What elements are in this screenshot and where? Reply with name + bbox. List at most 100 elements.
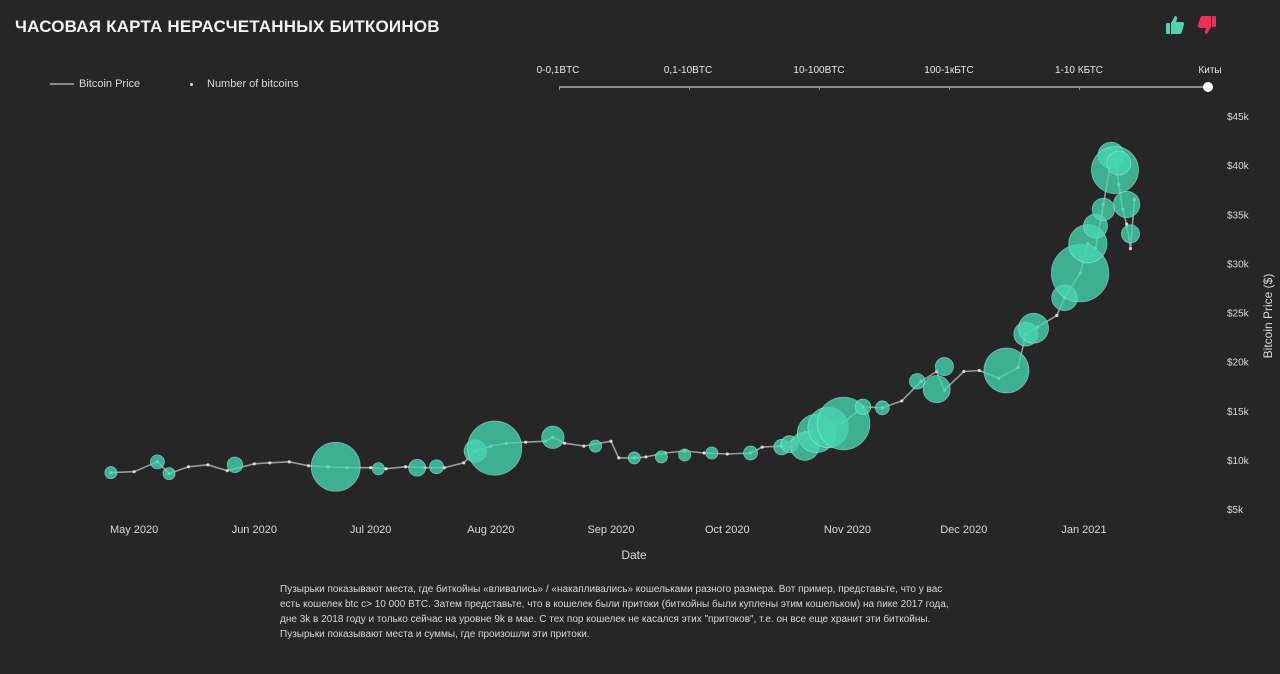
y-tick-label: $20k bbox=[1227, 358, 1250, 369]
wallet-filter-label-3[interactable]: 100-1кБТС bbox=[924, 65, 974, 76]
chart-description: Пузырьки показывают места, где биткойны … bbox=[280, 582, 1000, 642]
price-point bbox=[132, 470, 136, 474]
y-axis-label: Bitcoin Price ($) bbox=[1261, 274, 1275, 359]
price-point bbox=[186, 465, 191, 469]
bubble bbox=[310, 441, 361, 492]
description-line: дне 3k в 2018 году и только сейчас на ур… bbox=[280, 614, 931, 625]
x-tick-label: Jul 2020 bbox=[350, 524, 392, 536]
bubble bbox=[934, 357, 954, 377]
wallet-filter-track[interactable] bbox=[559, 86, 1208, 88]
x-tick-label: Dec 2020 bbox=[940, 524, 987, 536]
price-point bbox=[1125, 222, 1129, 226]
price-point bbox=[900, 399, 904, 403]
bubble bbox=[162, 467, 176, 481]
price-point bbox=[268, 461, 272, 465]
bubble bbox=[983, 347, 1030, 394]
wallet-filter-label-5[interactable]: Киты bbox=[1198, 65, 1222, 76]
price-point bbox=[562, 441, 567, 445]
wallet-filter-label-4[interactable]: 1-10 КБТС bbox=[1054, 65, 1104, 76]
wallet-filter-tick bbox=[819, 86, 820, 90]
wallet-filter-label-1[interactable]: 0,1-10BTC bbox=[663, 65, 713, 76]
wallet-filter-tick bbox=[559, 86, 560, 90]
price-point bbox=[609, 439, 613, 443]
legend-price-label: Bitcoin Price bbox=[79, 78, 141, 90]
y-tick-label: $45k bbox=[1227, 112, 1250, 123]
bubble bbox=[1091, 197, 1115, 221]
description-line: Пузырьки показывают места, где биткойны … bbox=[280, 584, 943, 595]
y-tick-label: $35k bbox=[1227, 210, 1250, 221]
price-point bbox=[962, 369, 966, 374]
description-line: Пузырьки показывают места и суммы, где п… bbox=[280, 629, 590, 640]
x-tick-label: Nov 2020 bbox=[824, 524, 871, 536]
y-axis: $5k $10k $15k $20k $25k $30k $35k $40k $45k bbox=[1227, 112, 1250, 516]
x-tick-label: May 2020 bbox=[110, 524, 158, 536]
price-point bbox=[1055, 313, 1059, 318]
y-tick-label: $15k bbox=[1227, 407, 1250, 418]
legend-bubbles[interactable]: Number of bitcoins bbox=[188, 78, 299, 90]
legend-price[interactable]: Bitcoin Price bbox=[50, 78, 140, 90]
bubble bbox=[654, 450, 668, 464]
bubble bbox=[743, 445, 758, 461]
price-point bbox=[524, 440, 528, 444]
price-point bbox=[206, 463, 210, 467]
y-tick-label: $25k bbox=[1227, 309, 1250, 320]
x-axis: May 2020 Jun 2020 Jul 2020 Aug 2020 Sep 2020… bbox=[110, 524, 1107, 536]
bubble bbox=[854, 398, 872, 416]
price-point bbox=[306, 464, 311, 468]
y-tick-label: $10k bbox=[1227, 456, 1250, 467]
price-point bbox=[725, 452, 729, 456]
bubble bbox=[1018, 312, 1049, 344]
price-point bbox=[582, 444, 586, 448]
bubble bbox=[922, 375, 951, 404]
bitcoin-price-line bbox=[110, 159, 1136, 475]
bubble bbox=[226, 456, 244, 473]
y-tick-label: $40k bbox=[1227, 161, 1250, 172]
bubble bbox=[467, 420, 523, 476]
x-tick-label: Aug 2020 bbox=[467, 524, 514, 536]
thumbs-down-icon[interactable] bbox=[1196, 14, 1218, 36]
x-tick-label: Sep 2020 bbox=[587, 524, 634, 536]
wallet-filter-tick bbox=[1079, 86, 1080, 90]
bubble bbox=[627, 451, 641, 465]
x-tick-label: Oct 2020 bbox=[705, 524, 750, 536]
bubble bbox=[149, 454, 165, 470]
wallet-filter-tick bbox=[949, 86, 950, 90]
price-point bbox=[617, 456, 621, 460]
thumbs-up-icon[interactable] bbox=[1164, 14, 1186, 36]
wallet-filter-tick bbox=[689, 86, 690, 90]
bubble bbox=[1106, 150, 1132, 176]
wallet-filter-label-2[interactable]: 10-100BTC bbox=[793, 65, 845, 76]
bubble-dot-swatch bbox=[190, 82, 193, 86]
price-point bbox=[702, 451, 706, 455]
y-tick-label: $30k bbox=[1227, 259, 1250, 270]
bubble bbox=[678, 448, 692, 462]
price-point bbox=[252, 462, 256, 466]
bubbles-group bbox=[104, 141, 1141, 492]
wallet-filter-label-0[interactable]: 0-0,1BTC bbox=[536, 65, 580, 76]
x-tick-label: Jan 2021 bbox=[1061, 524, 1106, 536]
price-point bbox=[287, 460, 291, 464]
page-title: ЧАСОВАЯ КАРТА НЕРАСЧЕТАННЫХ БИТКОИНОВ bbox=[15, 17, 440, 36]
bubble bbox=[104, 466, 118, 480]
bubble bbox=[541, 425, 565, 449]
price-point bbox=[644, 455, 648, 459]
bubble bbox=[1120, 224, 1140, 244]
x-axis-label: Date bbox=[621, 548, 647, 562]
description-line: есть кошелек btc с> 10 000 BTC. Затем пр… bbox=[280, 599, 949, 610]
legend-bubbles-label: Number of bitcoins bbox=[207, 78, 299, 90]
price-point bbox=[462, 461, 466, 465]
bubble bbox=[874, 400, 890, 416]
bubble bbox=[909, 373, 926, 390]
price-line-swatch bbox=[50, 83, 74, 85]
bubble bbox=[588, 439, 602, 453]
x-tick-label: Jun 2020 bbox=[232, 524, 277, 536]
bubble bbox=[705, 446, 719, 460]
bubble bbox=[1113, 190, 1141, 219]
price-point bbox=[225, 469, 229, 473]
y-tick-label: $5k bbox=[1227, 505, 1244, 516]
price-point bbox=[403, 465, 408, 469]
price-point bbox=[369, 466, 373, 470]
wallet-filter-handle[interactable] bbox=[1203, 82, 1213, 92]
